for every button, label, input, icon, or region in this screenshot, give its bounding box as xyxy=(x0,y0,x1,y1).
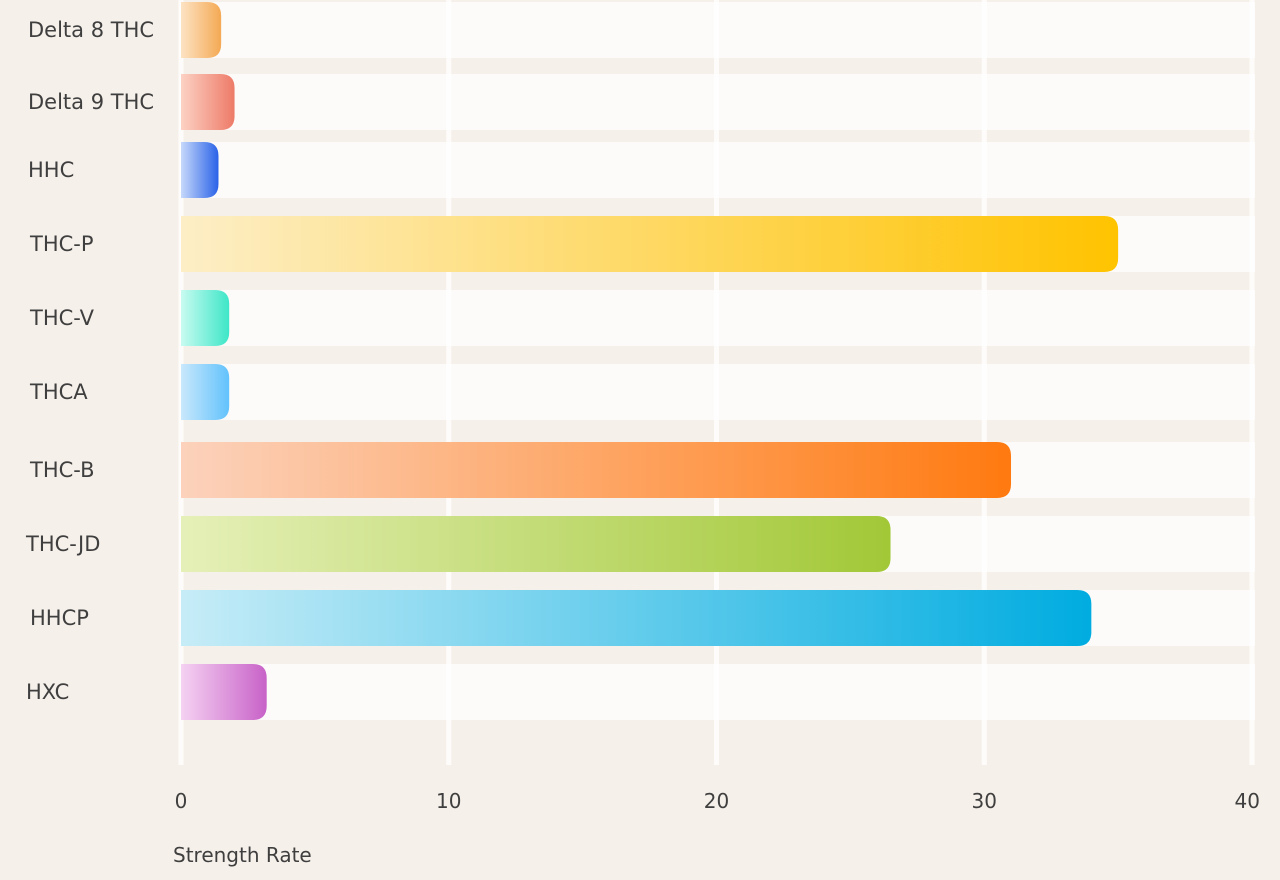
bar-hxc xyxy=(181,664,267,720)
bar-hhcp xyxy=(181,590,1092,646)
x-tick-label: 0 xyxy=(175,789,188,813)
x-tick-label: 40 xyxy=(1235,789,1260,813)
y-tick-label: HXC xyxy=(26,680,69,704)
y-tick-label: HHCP xyxy=(30,606,89,630)
bar-thca xyxy=(181,364,230,420)
x-tick-label: 30 xyxy=(972,789,997,813)
bar-thc-jd xyxy=(181,516,891,572)
x-axis-title: Strength Rate xyxy=(173,843,312,867)
y-tick-label: Delta 9 THC xyxy=(28,90,154,114)
bar-delta-8-thc xyxy=(181,2,222,58)
bars xyxy=(181,2,1119,720)
bar-delta-9-thc xyxy=(181,74,235,130)
y-tick-label: THC-JD xyxy=(25,532,100,556)
y-tick-label: HHC xyxy=(28,158,74,182)
y-tick-label: THC-V xyxy=(29,306,95,330)
x-tick-label: 20 xyxy=(704,789,729,813)
y-tick-label: THC-P xyxy=(29,232,94,256)
x-tick-label: 10 xyxy=(436,789,461,813)
bar-hhc xyxy=(181,142,219,198)
x-axis-ticks: 0 10 20 30 40 xyxy=(175,789,1260,813)
bar-thc-p xyxy=(181,216,1119,272)
y-tick-label: THC-B xyxy=(29,458,95,482)
y-tick-label: Delta 8 THC xyxy=(28,18,154,42)
y-tick-label: THCA xyxy=(29,380,88,404)
y-axis-labels: Delta 8 THC Delta 9 THC HHC THC-P THC-V THCA T… xyxy=(25,18,154,704)
bar-thc-b xyxy=(181,442,1012,498)
bar-thc-v xyxy=(181,290,230,346)
